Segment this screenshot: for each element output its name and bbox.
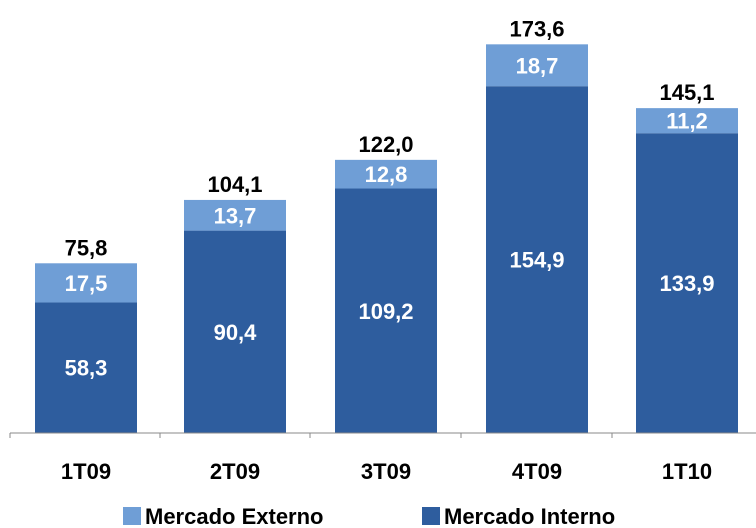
category-label-2t09: 2T09	[210, 459, 260, 484]
data-label-interno-1t09: 58,3	[65, 356, 108, 381]
category-label-1t09: 1T09	[61, 459, 111, 484]
data-label-externo-4t09: 18,7	[516, 53, 559, 78]
bar-interno-3t09	[335, 188, 437, 433]
legend-swatch-interno	[422, 507, 440, 525]
total-label-2t09: 104,1	[207, 172, 262, 197]
data-label-interno-4t09: 154,9	[509, 248, 564, 273]
category-label-1t10: 1T10	[662, 459, 712, 484]
bar-externo-1t10	[636, 108, 738, 134]
legend-label-externo: Mercado Externo	[145, 504, 324, 528]
data-label-externo-3t09: 12,8	[365, 162, 408, 187]
bar-interno-1t09	[35, 302, 137, 433]
total-label-3t09: 122,0	[358, 132, 413, 157]
bar-externo-2t09	[184, 199, 286, 231]
bar-externo-1t09	[35, 263, 137, 303]
category-label-3t09: 3T09	[361, 459, 411, 484]
legend-swatch-externo	[123, 507, 141, 525]
category-label-4t09: 4T09	[512, 459, 562, 484]
legend-label-interno: Mercado Interno	[444, 504, 615, 528]
legend: Mercado Externo Mercado Interno	[123, 504, 615, 528]
bar-interno-2t09	[184, 230, 286, 433]
total-label-4t09: 173,6	[509, 16, 564, 41]
data-label-interno-1t10: 133,9	[659, 271, 714, 296]
bar-externo-4t09	[486, 44, 588, 87]
bar-interno-4t09	[486, 86, 588, 434]
data-label-externo-2t09: 13,7	[214, 203, 257, 228]
total-label-1t10: 145,1	[659, 80, 714, 105]
data-label-interno-3t09: 109,2	[358, 299, 413, 324]
total-label-1t09: 75,8	[65, 235, 108, 260]
x-axis	[9, 432, 756, 438]
bar-interno-1t10	[636, 133, 738, 434]
bar-externo-3t09	[335, 159, 437, 189]
data-label-externo-1t09: 17,5	[65, 271, 108, 296]
data-label-interno-2t09: 90,4	[214, 320, 258, 345]
data-label-externo-1t10: 11,2	[666, 109, 708, 134]
